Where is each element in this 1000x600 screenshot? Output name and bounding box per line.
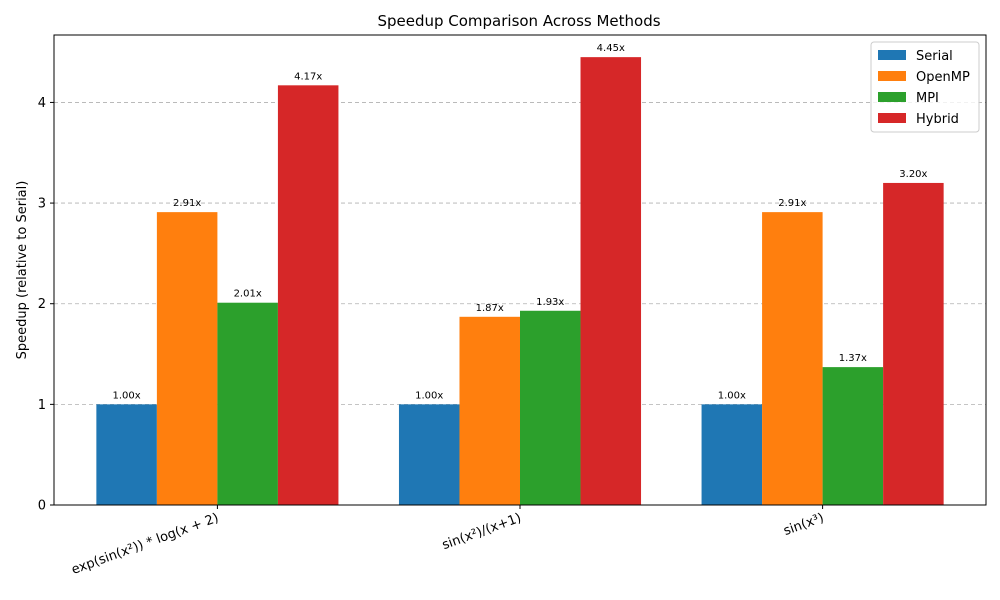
legend-label: Hybrid — [916, 112, 959, 127]
bar-serial — [701, 404, 763, 505]
bar-value-label: 1.37x — [839, 353, 867, 364]
legend-swatch — [878, 71, 906, 81]
bar-value-label: 2.91x — [173, 198, 201, 209]
bar-value-label: 1.00x — [718, 390, 746, 401]
bar-openmp — [156, 212, 218, 505]
bar-hybrid — [277, 85, 339, 505]
legend-swatch — [878, 50, 906, 60]
bar-serial — [398, 404, 460, 505]
bars — [96, 57, 944, 505]
legend-swatch — [878, 113, 906, 123]
y-tick-label: 4 — [38, 96, 46, 111]
bar-value-label: 1.00x — [415, 390, 443, 401]
legend: Serial OpenMP MPI Hybrid — [870, 41, 980, 133]
legend-label: MPI — [916, 91, 939, 106]
x-tick-label: sin(x³) — [782, 511, 826, 539]
legend-box — [870, 41, 980, 133]
bar-value-label: 2.01x — [234, 289, 262, 300]
y-tick-label: 1 — [38, 398, 46, 413]
bar-mpi — [217, 302, 278, 505]
bar-hybrid — [580, 57, 642, 505]
legend-label: OpenMP — [916, 70, 970, 85]
value-labels: 1.00x 1.00x 1.00x 2.91x 1.87x 2.91x 2.01x 1.93x… — [113, 43, 928, 401]
bar-value-label: 4.45x — [597, 43, 625, 54]
y-axis-label: Speedup (relative to Serial) — [15, 181, 30, 360]
legend-label: Serial — [916, 49, 953, 64]
bar-hybrid — [883, 182, 944, 505]
bar-value-label: 1.00x — [113, 390, 141, 401]
y-tick-label: 2 — [38, 297, 46, 312]
bar-serial — [96, 404, 157, 505]
chart-title: Speedup Comparison Across Methods — [377, 12, 660, 30]
bar-openmp — [459, 316, 520, 505]
bar-value-label: 1.93x — [536, 297, 564, 308]
bar-value-label: 2.91x — [778, 198, 806, 209]
bar-value-label: 3.20x — [899, 169, 927, 180]
bar-value-label: 4.17x — [294, 71, 322, 82]
y-axis-ticks: 0 1 2 3 4 — [38, 96, 54, 514]
y-tick-label: 0 — [38, 499, 46, 514]
x-tick-label: exp(sin(x²)) * log(x + 2) — [70, 511, 221, 578]
legend-swatch — [878, 92, 906, 102]
bar-openmp — [762, 212, 823, 505]
y-tick-label: 3 — [38, 197, 46, 212]
bar-value-label: 1.87x — [476, 303, 504, 314]
bar-mpi — [822, 367, 884, 505]
x-tick-label: sin(x²)/(x+1) — [440, 511, 523, 554]
x-axis-ticks: exp(sin(x²)) * log(x + 2) sin(x²)/(x+1) si… — [70, 505, 826, 578]
bar-mpi — [520, 310, 581, 505]
